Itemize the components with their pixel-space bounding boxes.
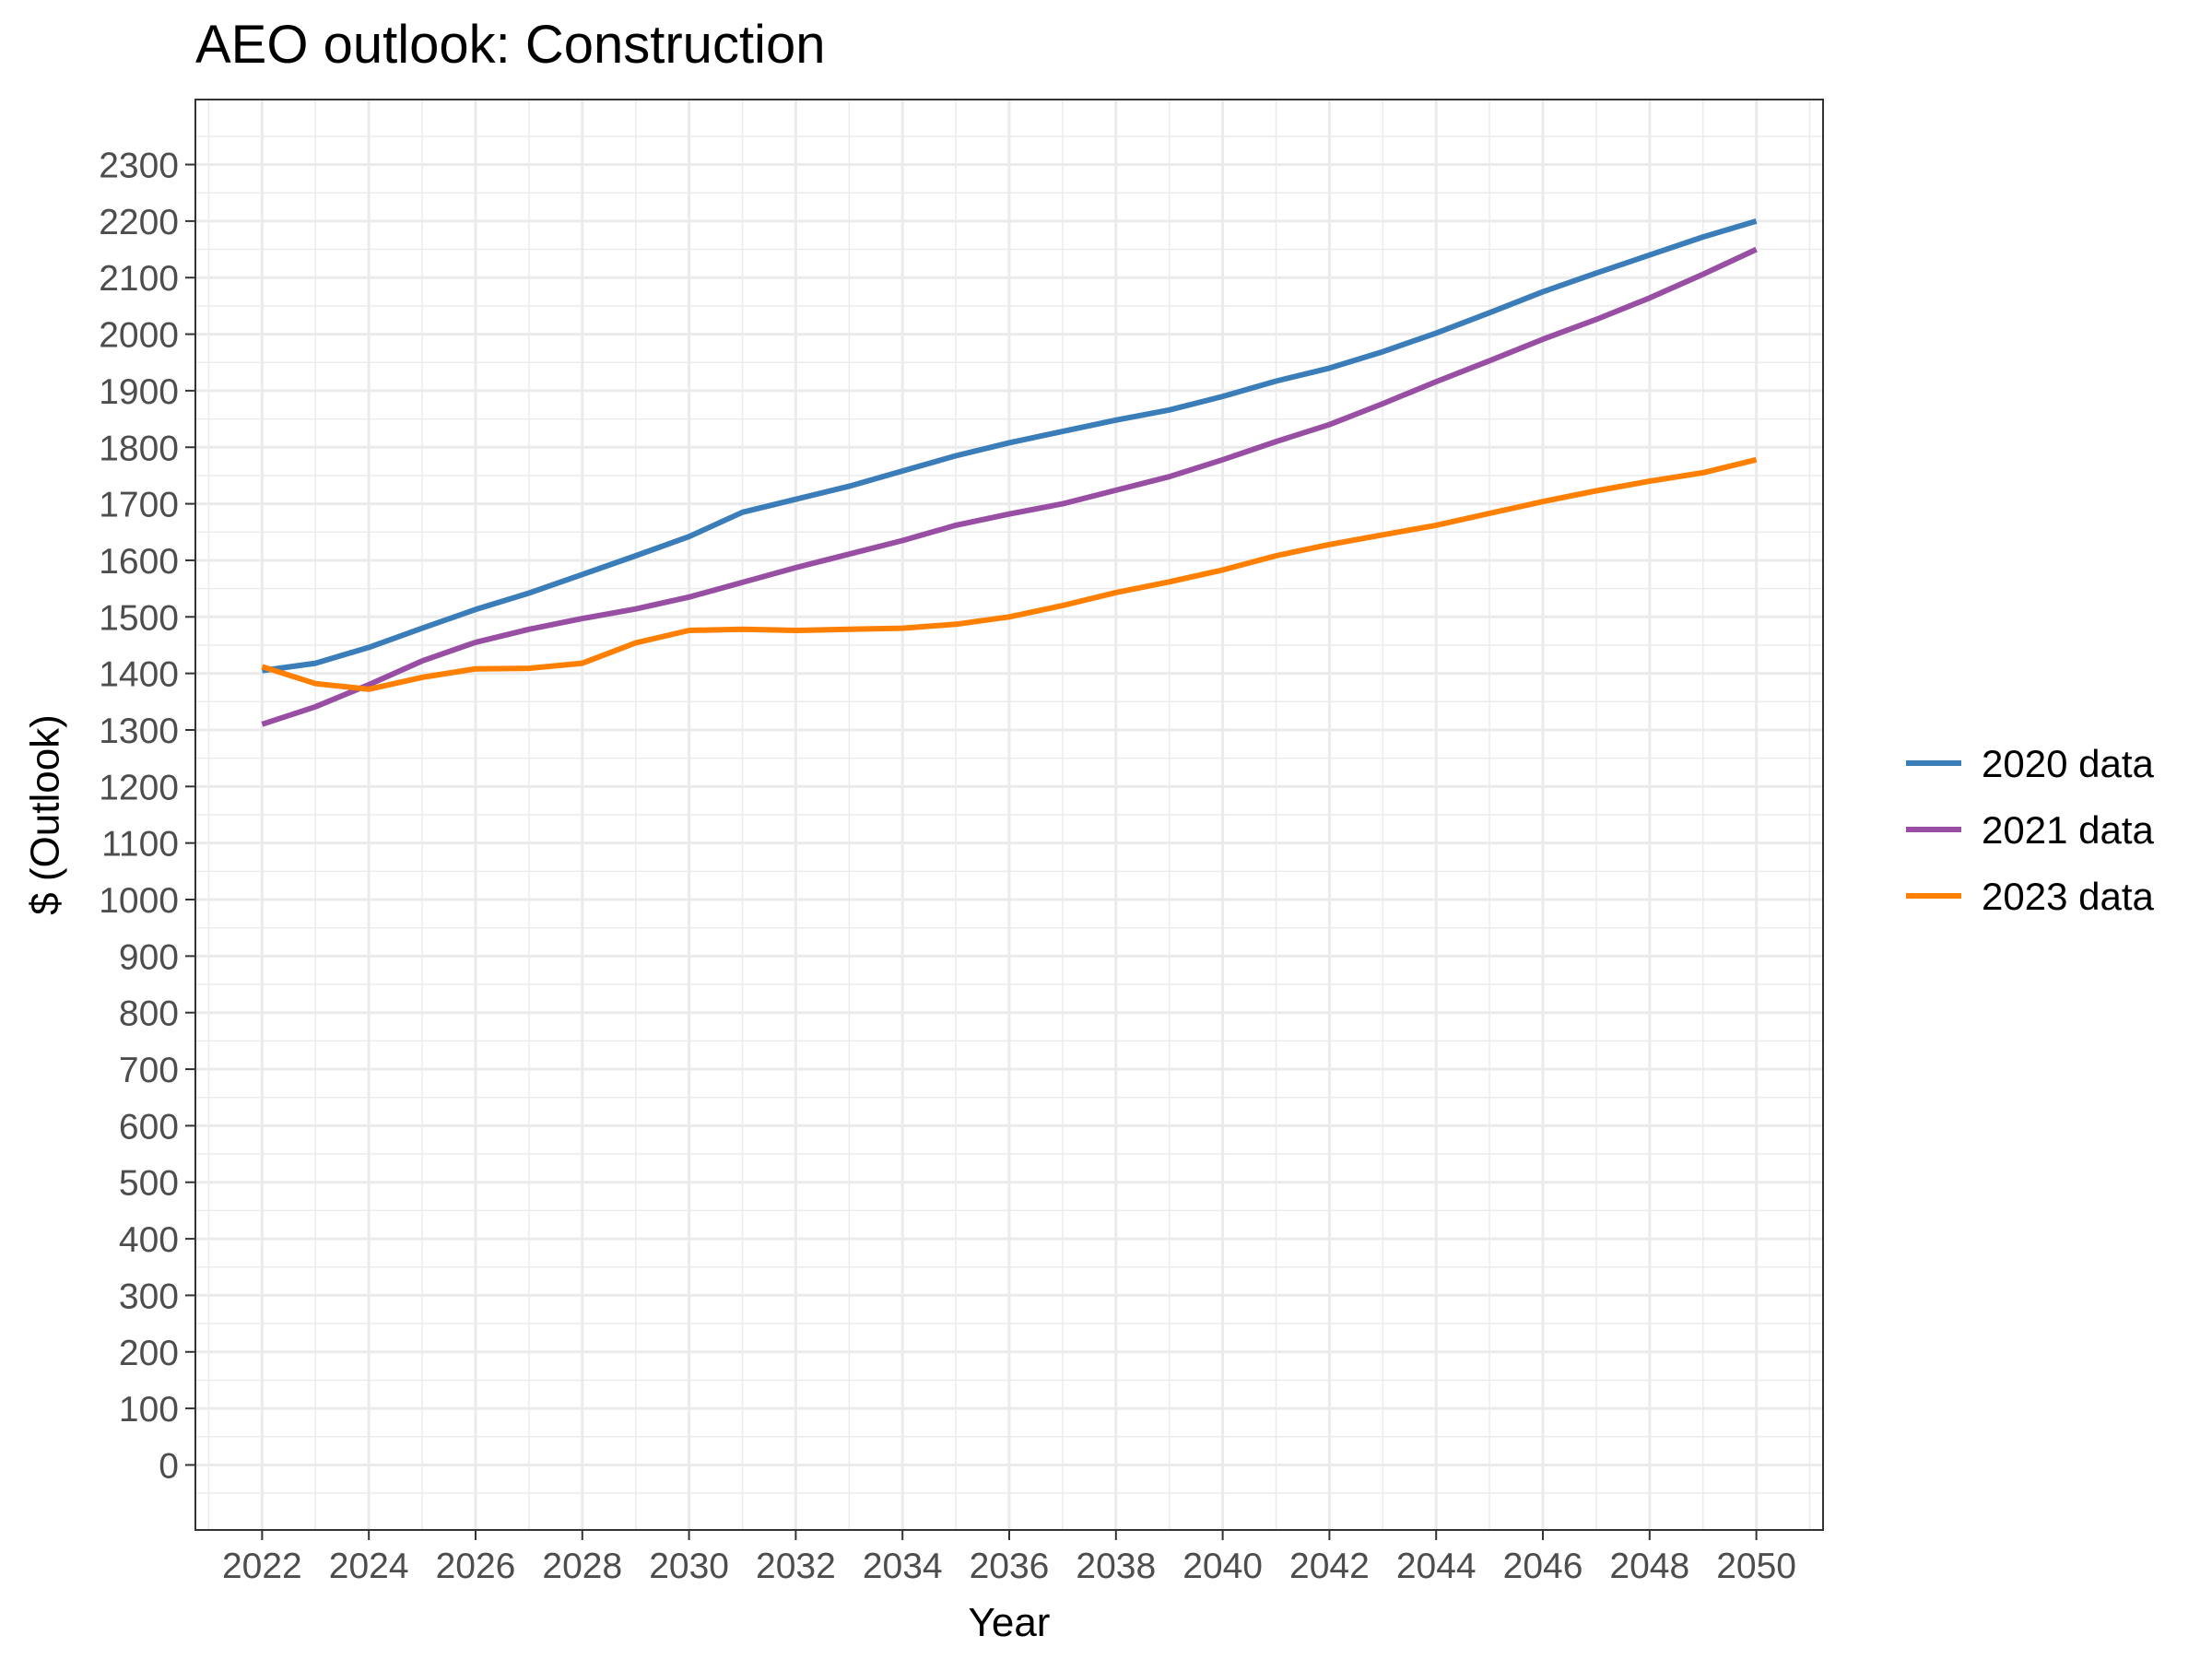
y-tick-label: 500 bbox=[119, 1164, 179, 1204]
x-tick-label: 2050 bbox=[1716, 1547, 1796, 1586]
y-tick-label: 1800 bbox=[99, 429, 179, 468]
y-tick-label: 1000 bbox=[99, 881, 179, 921]
y-tick-label: 600 bbox=[119, 1107, 179, 1147]
y-tick-label: 2000 bbox=[99, 316, 179, 356]
y-tick-label: 700 bbox=[119, 1051, 179, 1090]
x-tick-label: 2028 bbox=[542, 1547, 622, 1586]
x-tick-label: 2046 bbox=[1503, 1547, 1583, 1586]
x-tick-label: 2030 bbox=[649, 1547, 729, 1586]
x-tick-label: 2036 bbox=[970, 1547, 1050, 1586]
y-tick-label: 300 bbox=[119, 1277, 179, 1316]
x-tick-label: 2034 bbox=[863, 1547, 943, 1586]
y-tick-label: 1200 bbox=[99, 768, 179, 807]
y-tick-label: 200 bbox=[119, 1334, 179, 1373]
y-tick-label: 800 bbox=[119, 994, 179, 1034]
x-tick-label: 2042 bbox=[1289, 1547, 1370, 1586]
y-tick-label: 1500 bbox=[99, 598, 179, 638]
y-tick-label: 2100 bbox=[99, 259, 179, 299]
series-line-2023-data bbox=[261, 456, 1758, 692]
legend-label: 2023 data bbox=[1982, 875, 2154, 918]
legend-label: 2021 data bbox=[1982, 808, 2154, 852]
x-tick-label: 2024 bbox=[329, 1547, 409, 1586]
x-tick-label: 2048 bbox=[1609, 1547, 1689, 1586]
y-tick-label: 1700 bbox=[99, 486, 179, 525]
x-tick-label: 2040 bbox=[1182, 1547, 1263, 1586]
series-line-2020-data bbox=[261, 218, 1758, 674]
y-tick-label: 1400 bbox=[99, 655, 179, 695]
y-tick-label: 1100 bbox=[101, 825, 179, 865]
y-tick-label: 1600 bbox=[99, 542, 179, 582]
legend: 2020 data 2021 data 2023 data bbox=[1906, 742, 2154, 918]
x-tick-label: 2038 bbox=[1076, 1547, 1156, 1586]
y-tick-label: 1300 bbox=[99, 712, 179, 751]
y-tick-label: 0 bbox=[159, 1446, 179, 1486]
y-tick-label: 2200 bbox=[99, 203, 179, 242]
x-tick-label: 2044 bbox=[1396, 1547, 1477, 1586]
y-tick-label: 1900 bbox=[99, 372, 179, 412]
x-tick-label: 2026 bbox=[436, 1547, 516, 1586]
legend-label: 2020 data bbox=[1982, 742, 2154, 785]
series-line-2021-data bbox=[261, 246, 1758, 727]
y-axis-title: $ (Outlook) bbox=[22, 714, 67, 915]
y-tick-label: 100 bbox=[119, 1390, 179, 1430]
y-tick-label: 400 bbox=[119, 1220, 179, 1260]
chart-title: AEO outlook: Construction bbox=[195, 15, 825, 75]
y-tick-label: 2300 bbox=[99, 147, 179, 186]
x-tick-label: 2022 bbox=[222, 1547, 302, 1586]
x-axis-title: Year bbox=[969, 1600, 1051, 1645]
x-tick-label: 2032 bbox=[756, 1547, 836, 1586]
y-tick-label: 900 bbox=[119, 937, 179, 977]
